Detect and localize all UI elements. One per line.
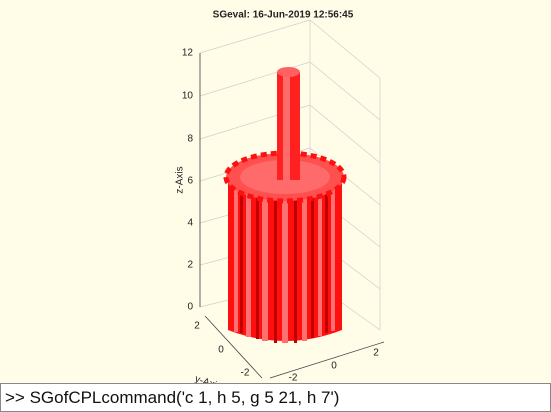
z-tick-label: 8 [187, 134, 193, 145]
y-tick-label: -2 [241, 368, 250, 379]
z-tick-label: 4 [187, 218, 193, 229]
z-axis-label: z-Axis [175, 166, 186, 193]
gear-model [223, 67, 347, 343]
z-tick-label: 2 [187, 260, 193, 271]
command-text: >> SGofCPLcommand('c 1, h 5, g 5 21, h 7… [5, 388, 340, 407]
x-tick-label: -2 [289, 373, 298, 383]
axis-lines [199, 53, 385, 379]
z-tick-label: 12 [182, 48, 194, 59]
x-tick-label: 0 [331, 361, 337, 372]
y-tick-label: 2 [194, 321, 200, 332]
z-tick-label: 10 [182, 91, 194, 102]
z-tick-label: 6 [187, 176, 193, 187]
figure-title: SGeval: 16-Jun-2019 12:56:45 [213, 10, 354, 21]
command-window[interactable]: >> SGofCPLcommand('c 1, h 5, g 5 21, h 7… [0, 383, 551, 412]
z-tick-label: 0 [187, 302, 193, 313]
figure: SGeval: 16-Jun-2019 12:56:45 z-Axis 12 1… [174, 9, 385, 383]
y-axis-label: y-Axis [193, 374, 222, 383]
axes-box [199, 19, 381, 331]
x-tick-label: 2 [373, 348, 379, 359]
y-tick-label: 0 [218, 345, 224, 356]
